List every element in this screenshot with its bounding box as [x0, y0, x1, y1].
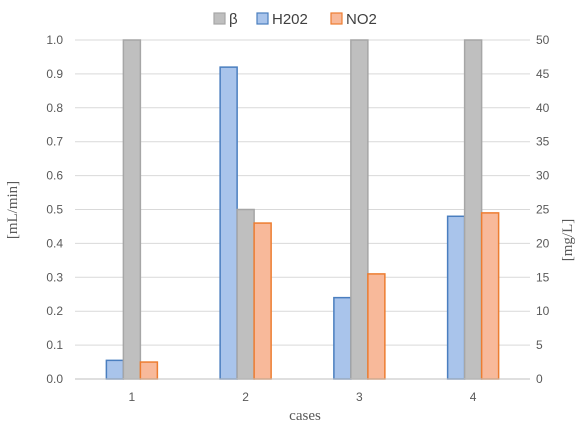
- legend: β H202 NO2: [213, 11, 377, 28]
- x-tick-label: 2: [242, 390, 249, 404]
- y-left-tick-label: 0.7: [46, 135, 63, 149]
- y-right-tick-label: 35: [536, 135, 550, 149]
- bar-NO2-case-2: [253, 222, 272, 380]
- bar-NO2-case-3: [367, 273, 386, 380]
- y-right-tick-label: 15: [536, 270, 550, 284]
- y-left-tick-label: 0.3: [46, 270, 63, 284]
- y-right-tick-label: 5: [536, 338, 543, 352]
- legend-swatch: [330, 12, 343, 25]
- y-left-tick-labels: 0.0 0.1 0.2 0.3 0.4 0.5 0.6 0.7 0.8 0.9 1.0: [46, 33, 63, 386]
- x-tick-label: 1: [129, 390, 136, 404]
- x-tick-label: 3: [356, 390, 363, 404]
- legend-swatch: [256, 12, 269, 25]
- bar--case-1: [122, 39, 142, 380]
- y-left-tick-label: 0.2: [46, 304, 63, 318]
- bar--case-2: [236, 208, 255, 380]
- y-right-tick-label: 45: [536, 67, 550, 81]
- bar-H2O2-case-4: [446, 215, 466, 380]
- legend-label: NO2: [346, 11, 377, 28]
- x-tick-labels: 1 2 3 4: [129, 390, 477, 404]
- y-right-tick-label: 40: [536, 101, 550, 115]
- y-right-axis-title: [mg/L]: [560, 219, 576, 262]
- bars: [105, 39, 500, 380]
- y-right-tick-label: 50: [536, 33, 550, 47]
- legend-label: H202: [272, 11, 308, 28]
- y-right-tick-label: 30: [536, 169, 550, 183]
- bar--case-4: [463, 39, 483, 380]
- bar-NO2-case-1: [139, 361, 159, 380]
- y-right-tick-labels: 0 5 10 15 20 25 30 35 40 45 50: [536, 33, 550, 386]
- bar-H2O2-case-3: [333, 296, 352, 380]
- legend-swatch: [213, 12, 226, 25]
- y-left-tick-label: 0.9: [46, 67, 63, 81]
- y-left-axis-title: [mL/min]: [5, 181, 21, 239]
- bar--case-3: [350, 39, 369, 380]
- y-left-tick-label: 1.0: [46, 33, 63, 47]
- x-axis-title: cases: [289, 408, 321, 424]
- y-right-tick-label: 10: [536, 304, 550, 318]
- y-left-tick-label: 0.4: [46, 236, 63, 250]
- gridlines: [75, 39, 530, 346]
- y-left-tick-label: 0.8: [46, 101, 63, 115]
- bar-NO2-case-4: [480, 212, 500, 380]
- y-left-tick-label: 0.5: [46, 203, 63, 217]
- y-right-tick-label: 20: [536, 236, 550, 250]
- y-right-tick-label: 25: [536, 203, 550, 217]
- bar-H2O2-case-2: [219, 66, 238, 380]
- y-right-tick-label: 0: [536, 372, 543, 386]
- y-left-tick-label: 0.1: [46, 338, 63, 352]
- y-left-tick-label: 0.0: [46, 372, 63, 386]
- x-tick-label: 4: [470, 390, 477, 404]
- legend-label: β: [229, 11, 238, 28]
- y-left-tick-label: 0.6: [46, 169, 63, 183]
- bar-H2O2-case-1: [105, 359, 125, 380]
